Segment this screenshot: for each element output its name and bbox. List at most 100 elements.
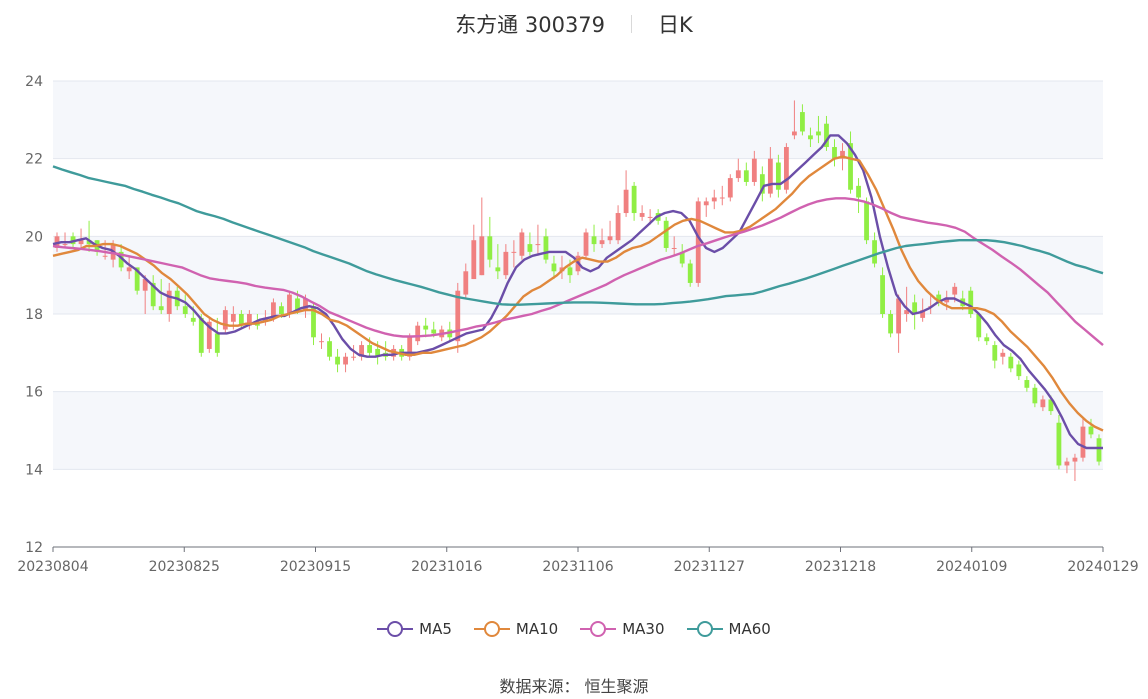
candle-body <box>327 341 332 357</box>
candle-body <box>727 178 733 198</box>
candle-body <box>303 298 308 311</box>
candle-body <box>896 298 902 334</box>
candle-body <box>767 158 773 194</box>
candle-body <box>62 244 68 246</box>
ma-line-ma10 <box>52 155 1104 432</box>
x-tick-label: 20230804 <box>17 559 88 575</box>
candle-body <box>816 131 821 136</box>
legend-item-ma60[interactable]: MA60 <box>686 620 771 638</box>
candle-body <box>455 290 461 342</box>
candle-body <box>519 232 525 256</box>
candle-body <box>856 185 861 198</box>
x-tick-label: 20231016 <box>411 559 482 575</box>
candle-body <box>311 306 316 338</box>
candle-body <box>840 150 845 159</box>
title-divider <box>631 15 633 33</box>
ma-line-ma30 <box>52 197 1104 347</box>
candle-body <box>190 317 196 322</box>
legend-marker-ma10 <box>473 621 510 637</box>
candle-body <box>1064 461 1070 466</box>
candle-body <box>126 267 132 272</box>
candle-body <box>1096 438 1102 462</box>
candle-body <box>872 240 877 264</box>
candle-body <box>118 251 124 268</box>
legend-label-ma60: MA60 <box>728 620 771 638</box>
legend-marker-ma30 <box>580 621 617 637</box>
y-tick-label: 14 <box>25 462 43 478</box>
legend-item-ma10[interactable]: MA10 <box>473 620 559 638</box>
candle-body <box>952 286 958 295</box>
candle-body <box>319 341 324 343</box>
candle-body <box>359 345 364 357</box>
candle-body <box>287 294 292 314</box>
candle-body <box>703 201 709 206</box>
candle-body <box>599 240 605 245</box>
candle-body <box>936 294 942 303</box>
candle-body <box>800 112 805 132</box>
candle-body <box>158 306 164 311</box>
candle-body <box>920 310 926 318</box>
candle-body <box>735 170 741 179</box>
candle-body <box>792 131 797 136</box>
chart-title: 东方通 300379 日K <box>0 8 1148 40</box>
candle-body <box>134 267 140 291</box>
legend-marker-ma5 <box>377 621 414 637</box>
candle-body <box>759 174 765 194</box>
candle-body <box>487 236 493 260</box>
candle-body <box>615 213 621 241</box>
candle-body <box>824 123 829 148</box>
candle-body <box>711 197 717 202</box>
y-tick-label: 20 <box>25 229 43 245</box>
candle-body <box>671 247 677 249</box>
x-tick-label: 20230915 <box>280 559 351 575</box>
candle-body <box>1040 399 1046 408</box>
candle-body <box>567 267 573 276</box>
candle-body <box>335 356 340 365</box>
candle-body <box>407 337 413 357</box>
ma-line-ma5 <box>52 134 1103 450</box>
candle-body <box>623 189 629 214</box>
candle-body <box>1032 387 1038 404</box>
candle-body <box>295 298 300 311</box>
legend-label-ma10: MA10 <box>515 620 559 638</box>
x-tick-label: 20231218 <box>805 559 876 575</box>
candle-body <box>351 356 356 358</box>
candle-body <box>719 197 725 199</box>
candle-body <box>271 302 276 318</box>
legend-label-ma30: MA30 <box>622 620 665 638</box>
candle-body <box>471 240 477 280</box>
x-tick-label: 20240129 <box>1067 559 1138 575</box>
candle-body <box>166 290 172 314</box>
candle-body <box>808 135 813 140</box>
candle-body <box>976 314 982 338</box>
legend-item-ma5[interactable]: MA5 <box>377 620 452 638</box>
candle-body <box>511 251 517 253</box>
chart-legend: MA5 MA10 MA30 MA60 <box>0 620 1148 638</box>
candle-body <box>968 290 974 314</box>
candle-body <box>431 329 437 334</box>
candle-body <box>639 213 645 217</box>
candle-body <box>343 356 348 365</box>
candle-body <box>263 317 268 322</box>
candle-body <box>848 143 853 190</box>
data-source: 数据来源： 恒生聚源 <box>499 677 649 696</box>
candle-body <box>743 170 749 182</box>
candle-body <box>214 333 220 353</box>
stock-name: 东方通 300379 <box>455 13 606 37</box>
candle-body <box>591 236 597 245</box>
candle-body <box>944 298 950 303</box>
candle-body <box>415 325 421 342</box>
candle-body <box>904 310 910 314</box>
candle-body <box>631 185 637 214</box>
candle-body <box>238 314 244 326</box>
candle-body <box>912 302 918 314</box>
candle-body <box>527 244 533 252</box>
candle-body <box>1024 380 1030 388</box>
candle-body <box>832 147 837 159</box>
candle-body <box>1056 422 1062 466</box>
grid-band <box>53 391 1103 470</box>
candle-body <box>687 263 693 283</box>
candle-body <box>1016 364 1022 377</box>
candle-body <box>1072 457 1078 462</box>
legend-item-ma30[interactable]: MA30 <box>580 620 665 638</box>
